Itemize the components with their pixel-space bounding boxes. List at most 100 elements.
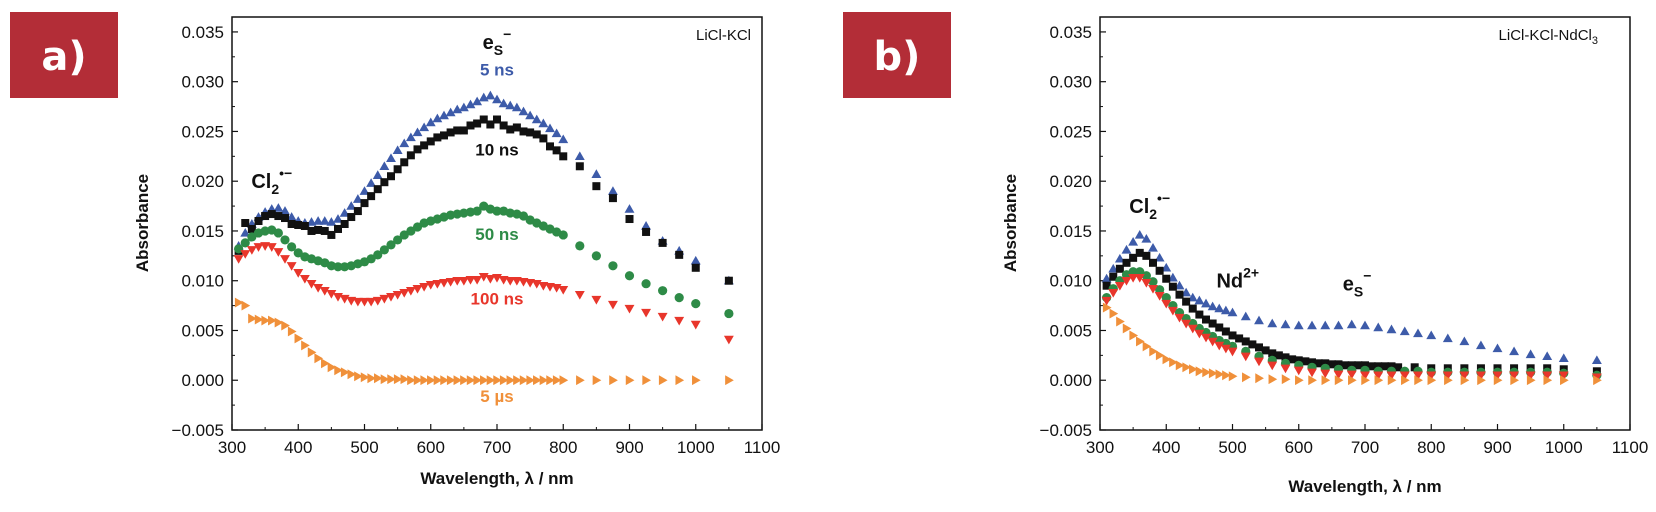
panel-a-series-1-point <box>675 250 684 259</box>
panel-a-series-4-point <box>609 375 618 386</box>
panel-a-series-3-point <box>379 294 390 304</box>
panel-a-series-4-point <box>453 375 463 386</box>
panel-b-series-3-point <box>1293 366 1304 376</box>
panel-a-series-3-point <box>246 246 257 255</box>
panel-b-y-tick-label: 0.025 <box>1049 122 1092 141</box>
panel-a-series-4-point <box>354 371 363 382</box>
panel-a-series-1-point <box>380 178 389 187</box>
panel-a-series-4-point <box>466 375 476 386</box>
panel-a-series-2-point <box>724 308 734 319</box>
panel-b-series-4-point <box>1116 316 1125 327</box>
panel-a-series-1-point <box>267 210 276 219</box>
panel-b-badge <box>843 12 951 98</box>
panel-a-series-4-point <box>307 347 317 358</box>
panel-a-series-2-point <box>366 254 376 264</box>
panel-a-series-4-point <box>513 375 522 386</box>
panel-a-series-1-point <box>691 263 700 272</box>
panel-b-series-4-point <box>1348 375 1357 386</box>
panel-a-series-0-point <box>339 208 350 217</box>
panel-a-annotation-es_a-text: e <box>483 32 494 54</box>
panel-b-series-0-point <box>1167 272 1178 282</box>
panel-a-x-tick-label: 300 <box>218 438 246 457</box>
panel-b-series-4 <box>1102 302 1602 386</box>
panel-a-annotation-t4: 100 ns <box>471 290 524 309</box>
panel-b-series-0-point <box>1267 318 1278 328</box>
panel-b-series-3-point <box>1333 370 1344 380</box>
panel-a-series-1-point <box>539 134 548 143</box>
panel-a-annotation-t3-text: 50 ns <box>475 225 518 244</box>
panel-a-series-1-point <box>281 214 289 223</box>
panel-a-series-4-point <box>321 358 330 369</box>
panel-b-series-4-point <box>1526 375 1536 386</box>
panel-a-series-3-point <box>432 280 443 289</box>
panel-a-series-2-point <box>624 271 635 281</box>
panel-b-series-1-point <box>1109 272 1118 281</box>
panel-a-series-0-point <box>531 114 542 124</box>
panel-a-x-tick-label: 1000 <box>677 438 715 457</box>
panel-a-series-0-point <box>690 255 701 265</box>
panel-a-y-tick-label: −0.005 <box>172 421 224 440</box>
panel-b-series-0-point <box>1207 301 1218 311</box>
panel-a-series-3-point <box>366 297 377 307</box>
panel-b-series-3-point <box>1320 369 1331 379</box>
panel-b-series-3-point <box>1240 352 1251 362</box>
panel-a-series-4 <box>234 297 734 386</box>
panel-a-series-1-point <box>433 133 442 142</box>
panel-b-series-4-point <box>1543 375 1553 386</box>
panel-b-series-3-point <box>1459 371 1470 381</box>
panel-a-series-4-point <box>480 375 489 386</box>
panel-a-series-2-point <box>412 222 423 232</box>
panel-a-series-4-point <box>493 375 502 386</box>
panel-b-series-0-point <box>1214 303 1225 313</box>
panel-b-series-4-point <box>1109 308 1119 319</box>
panel-b-series-1-point <box>1142 251 1151 260</box>
panel-a-series-3-point <box>405 286 416 296</box>
panel-b-series-0-point <box>1399 326 1410 336</box>
panel-b-series-1-point <box>1367 362 1376 371</box>
panel-a-series-0-point <box>286 212 297 221</box>
panel-a-series-3-point <box>286 262 297 271</box>
panel-b-annotation-nd_b: Nd2+ <box>1216 265 1259 293</box>
panel-a-series-2-point <box>472 206 482 216</box>
panel-b-series-0-point <box>1108 263 1119 273</box>
panel-b-series-3-point <box>1108 288 1119 298</box>
panel-a-series-2-point <box>558 230 568 240</box>
panel-b-series-0-point <box>1475 340 1486 350</box>
panel-a-series-1-point <box>559 152 568 161</box>
panel-a-series-1-point <box>347 213 356 222</box>
panel-a-series-2-point <box>373 250 383 260</box>
panel-b-y-tick-label: 0.005 <box>1049 321 1092 340</box>
panel-b-series-4-point <box>1122 323 1132 334</box>
panel-a-series-0-point <box>386 153 396 163</box>
panel-b-series-4-point <box>1215 369 1225 380</box>
panel-a-series-1-point <box>625 215 634 224</box>
panel-a-series-3-point <box>412 284 423 294</box>
panel-a-series-4-point <box>420 375 430 386</box>
panel-a-series-3-point <box>313 283 324 293</box>
panel-a-series-3-point <box>624 304 635 314</box>
panel-a-series-1-point <box>294 220 303 229</box>
panel-a-series-1-point <box>453 126 462 135</box>
panel-a-series-2-point <box>240 238 250 248</box>
panel-b-series-0-point <box>1161 262 1172 272</box>
panel-b-series-3-point <box>1386 371 1397 381</box>
panel-a-series-2-point <box>247 232 257 242</box>
panel-a-series-2-point <box>591 251 601 261</box>
panel-a-series-3-point <box>607 300 618 310</box>
panel-a-annotation-cl_a: Cl2•− <box>251 165 292 197</box>
panel-b-series-4-point <box>1228 371 1238 382</box>
panel-a-series-0-point <box>498 98 509 108</box>
panel-b-series-3-point <box>1134 274 1145 283</box>
panel-a-series-1-point <box>320 226 329 235</box>
panel-a-series-1-point <box>340 219 349 228</box>
panel-a-series-0-point <box>273 203 284 212</box>
panel-a-series-4-point <box>254 314 264 325</box>
panel-a-series-3-point <box>280 255 290 264</box>
panel-b-series-0-point <box>1492 343 1503 353</box>
panel-a-series-0-point <box>624 204 635 213</box>
panel-a-series-1-point <box>479 115 488 124</box>
panel-a-series-4-point <box>327 362 337 373</box>
panel-a-series-1-point <box>353 207 362 216</box>
panel-a-series-0-point <box>511 102 522 112</box>
panel-b-annotation-es_b: eS− <box>1343 268 1372 300</box>
